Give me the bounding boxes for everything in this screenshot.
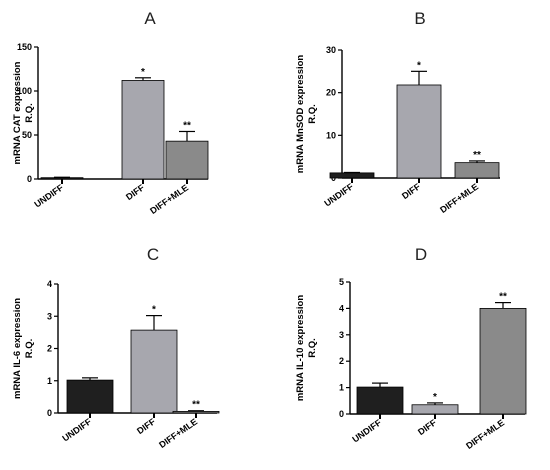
y-tick-label: 3 <box>47 311 52 321</box>
chart-panel-b: B0102030mRNA MnSOD expressionR.Q.UNDIFF*… <box>295 9 500 215</box>
panel-letter-b: B <box>414 9 425 28</box>
y-tick-label: 2 <box>47 344 52 354</box>
bar-undiff <box>329 172 375 179</box>
bar-diff <box>130 329 178 414</box>
x-tick-label: UNDIFF <box>60 416 93 443</box>
y-tick-label: 4 <box>339 303 344 313</box>
significance-marker: * <box>417 60 421 71</box>
panel-letter-c: C <box>147 245 159 264</box>
y-tick-label: 1 <box>339 383 344 393</box>
y-tick-label: 5 <box>339 277 344 287</box>
bar-diff <box>396 84 442 179</box>
bar-undiff <box>356 386 404 415</box>
x-tick-label: DIFF+MLE <box>157 416 199 450</box>
bar-diff-mle <box>454 162 500 179</box>
y-tick-label: 30 <box>326 45 336 55</box>
x-tick-label: DIFF+MLE <box>438 181 480 215</box>
y-tick-label: 10 <box>326 130 336 140</box>
y-tick-label: 0 <box>27 174 32 184</box>
y-tick-label: 4 <box>47 279 52 289</box>
significance-marker: ** <box>499 292 507 303</box>
x-tick-label: DIFF <box>400 181 423 201</box>
significance-marker: ** <box>473 150 481 161</box>
bar-diff-mle <box>479 307 527 415</box>
x-tick-label: DIFF+MLE <box>464 417 506 451</box>
y-tick-label: 0 <box>339 409 344 419</box>
y-tick-label: 20 <box>326 88 336 98</box>
x-tick-label: DIFF <box>135 416 158 436</box>
bar-diff-mle <box>172 410 220 414</box>
x-tick-label: UNDIFF <box>32 182 65 209</box>
y-tick-label: 3 <box>339 330 344 340</box>
x-tick-label: DIFF <box>416 417 439 437</box>
y-tick-label: 2 <box>339 356 344 366</box>
chart-panel-a: A 0 50 100 150 mRNA CAT expressionR.Q. UNDIFF *… <box>12 9 209 216</box>
y-tick-label: 50 <box>22 130 32 140</box>
y-axis-label: mRNA MnSOD expressionR.Q. <box>295 55 318 174</box>
bar-diff-mle <box>165 140 209 180</box>
y-tick-label: 100 <box>17 86 32 96</box>
y-axis-label: mRNA IL-10 expressionR.Q. <box>295 295 318 401</box>
panel-letter-a: A <box>144 9 156 28</box>
y-tick-label: 150 <box>17 42 32 52</box>
chart-panel-d: D 0 1 2 3 4 5 mRNA IL-10 expressionR.Q. UNDIFF * D… <box>295 245 527 451</box>
significance-marker: * <box>433 392 437 403</box>
x-tick-label: DIFF+MLE <box>148 182 190 216</box>
significance-marker: * <box>152 305 156 316</box>
significance-marker: ** <box>192 400 200 411</box>
y-tick-label: 1 <box>47 376 52 386</box>
x-tick-label: UNDIFF <box>350 417 383 444</box>
significance-marker: * <box>141 67 145 78</box>
chart-panel-c: C 0 1 2 3 4 mRNA IL-6 expressionR.Q. UNDIFF * DIF… <box>12 245 220 450</box>
bar-diff <box>411 404 459 415</box>
y-axis-label: mRNA IL-6 expressionR.Q. <box>12 298 35 399</box>
y-axis-label: mRNA CAT expressionR.Q. <box>12 61 35 164</box>
x-tick-label: UNDIFF <box>322 181 355 208</box>
y-tick-label: 0 <box>47 408 52 418</box>
bar-undiff <box>40 177 84 180</box>
panel-letter-d: D <box>415 245 427 264</box>
significance-marker: ** <box>183 120 191 131</box>
x-tick-label: DIFF <box>124 182 147 202</box>
bar-diff <box>121 80 165 180</box>
bar-undiff <box>66 379 114 414</box>
